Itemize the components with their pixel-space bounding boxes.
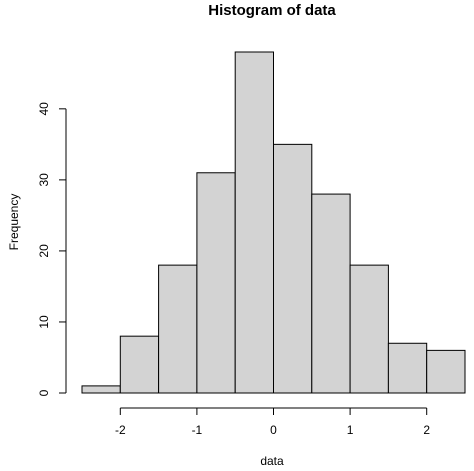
histogram-bar (273, 143, 313, 394)
x-tick-label: -2 (115, 423, 126, 437)
histogram-bar (311, 193, 351, 394)
x-tick-label: 0 (270, 423, 277, 437)
y-axis: 0 10 20 30 40 (37, 102, 67, 396)
y-tick-label: 30 (37, 173, 51, 187)
y-tick-label: 40 (37, 102, 51, 116)
histogram-bar (158, 264, 198, 394)
chart-title: Histogram of data (208, 2, 336, 19)
y-tick-label: 10 (37, 315, 51, 329)
x-tick-label: 2 (423, 423, 430, 437)
histogram-bar (196, 172, 236, 394)
x-axis: -2 -1 0 1 2 (115, 407, 430, 437)
x-axis-title: data (260, 454, 284, 468)
histogram-bar (81, 385, 121, 394)
y-tick-label: 20 (37, 244, 51, 258)
bars-group (81, 51, 466, 394)
y-axis-title: Frequency (7, 194, 21, 251)
histogram-bar (387, 342, 428, 394)
histogram-bar (349, 264, 389, 394)
x-tick-label: -1 (192, 423, 203, 437)
histogram-bar (119, 335, 160, 394)
x-tick-label: 1 (347, 423, 354, 437)
histogram-bar (234, 51, 274, 394)
histogram-bar (426, 349, 466, 394)
y-tick-label: 0 (37, 389, 51, 396)
